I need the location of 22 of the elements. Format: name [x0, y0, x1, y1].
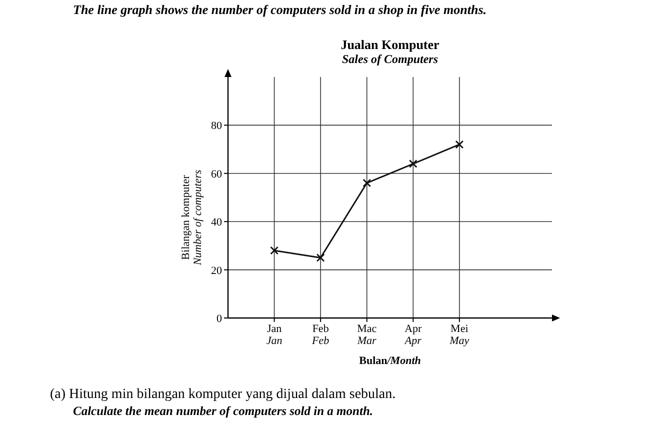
y-axis-title: Bilangan komputer Number of computers: [180, 170, 204, 266]
x-tick-label: Feb Feb: [311, 323, 330, 347]
x-tick-label: Apr Apr: [404, 323, 422, 347]
y-tick-label: 80: [211, 120, 222, 132]
y-tick-label: 0: [216, 313, 222, 325]
x-tick-label: Mac Mar: [356, 323, 378, 347]
chart-subtitle: Sales of Computers: [342, 52, 438, 66]
text: (a) Hitung min bilangan komputer yang dijual dalam sebulan.: [50, 387, 396, 402]
x-tick-label: Mei May: [448, 323, 470, 347]
y-tick-label: 20: [211, 264, 222, 277]
point: [316, 254, 325, 262]
point: [455, 140, 464, 149]
text: Calculate the mean number of computers sold in a month.: [73, 404, 374, 418]
x-tick-label: Jan Jan: [266, 323, 283, 347]
y-tick-label: 40: [211, 216, 222, 229]
chart-title: Jualan Komputer: [340, 37, 440, 52]
x-axis-title: Bulan/Month: [359, 355, 421, 367]
point: [270, 246, 278, 255]
text: The line graph shows the number of computers sold in a shop in five months.: [73, 2, 487, 17]
y-tick-label: 60: [211, 168, 222, 180]
point: [408, 160, 418, 168]
point: [362, 178, 372, 188]
